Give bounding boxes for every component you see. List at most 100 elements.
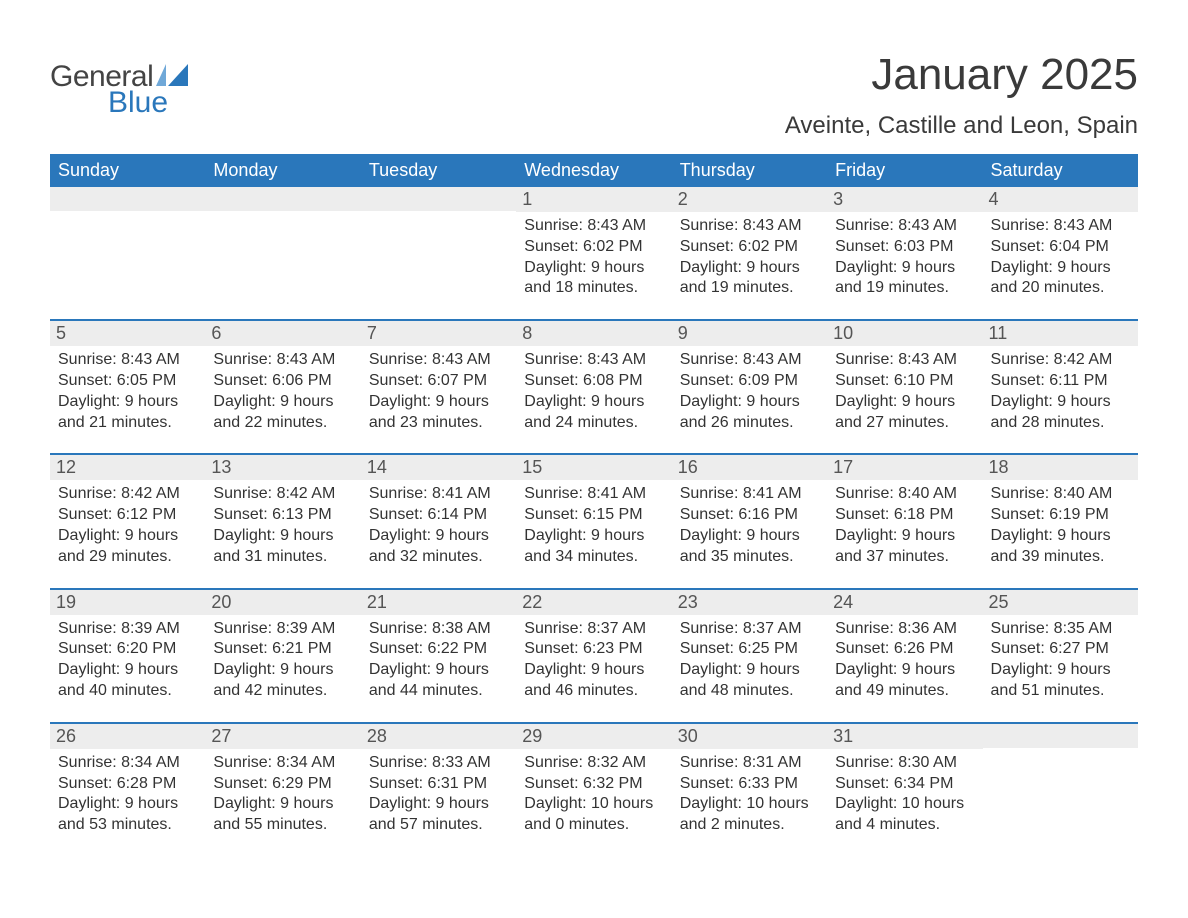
daylight1-line: Daylight: 9 hours — [524, 526, 663, 547]
daylight2-line: and 20 minutes. — [991, 278, 1130, 299]
sunset-line: Sunset: 6:05 PM — [58, 371, 197, 392]
daylight1-line: Daylight: 9 hours — [835, 392, 974, 413]
daylight1-line: Daylight: 9 hours — [58, 526, 197, 547]
calendar-head: Sunday Monday Tuesday Wednesday Thursday… — [50, 154, 1138, 187]
day-number: 20 — [205, 590, 360, 615]
sunrise-line: Sunrise: 8:43 AM — [835, 216, 974, 237]
sunset-line: Sunset: 6:10 PM — [835, 371, 974, 392]
sunset-line: Sunset: 6:31 PM — [369, 774, 508, 795]
sunset-line: Sunset: 6:03 PM — [835, 237, 974, 258]
daylight2-line: and 42 minutes. — [213, 681, 352, 702]
daylight2-line: and 32 minutes. — [369, 547, 508, 568]
sunrise-line: Sunrise: 8:41 AM — [680, 484, 819, 505]
calendar-cell: 7Sunrise: 8:43 AMSunset: 6:07 PMDaylight… — [361, 320, 516, 454]
day-number: 1 — [516, 187, 671, 212]
sunrise-line: Sunrise: 8:35 AM — [991, 619, 1130, 640]
sunset-line: Sunset: 6:13 PM — [213, 505, 352, 526]
sunset-line: Sunset: 6:23 PM — [524, 639, 663, 660]
daylight1-line: Daylight: 9 hours — [369, 660, 508, 681]
day-info: Sunrise: 8:37 AMSunset: 6:25 PMDaylight:… — [676, 619, 823, 702]
calendar-cell: 15Sunrise: 8:41 AMSunset: 6:15 PMDayligh… — [516, 454, 671, 588]
sunrise-line: Sunrise: 8:37 AM — [680, 619, 819, 640]
calendar-cell: 22Sunrise: 8:37 AMSunset: 6:23 PMDayligh… — [516, 589, 671, 723]
day-info: Sunrise: 8:34 AMSunset: 6:29 PMDaylight:… — [209, 753, 356, 836]
daylight1-line: Daylight: 9 hours — [991, 258, 1130, 279]
sunset-line: Sunset: 6:22 PM — [369, 639, 508, 660]
sunrise-line: Sunrise: 8:43 AM — [524, 216, 663, 237]
daylight2-line: and 35 minutes. — [680, 547, 819, 568]
sunrise-line: Sunrise: 8:43 AM — [835, 350, 974, 371]
daylight1-line: Daylight: 9 hours — [524, 660, 663, 681]
daylight2-line: and 39 minutes. — [991, 547, 1130, 568]
daylight2-line: and 31 minutes. — [213, 547, 352, 568]
day-number: 12 — [50, 455, 205, 480]
sunset-line: Sunset: 6:06 PM — [213, 371, 352, 392]
day-number: 10 — [827, 321, 982, 346]
daylight1-line: Daylight: 9 hours — [213, 794, 352, 815]
sunset-line: Sunset: 6:26 PM — [835, 639, 974, 660]
calendar-cell: 6Sunrise: 8:43 AMSunset: 6:06 PMDaylight… — [205, 320, 360, 454]
daylight1-line: Daylight: 9 hours — [991, 526, 1130, 547]
day-number: 27 — [205, 724, 360, 749]
calendar-week: 5Sunrise: 8:43 AMSunset: 6:05 PMDaylight… — [50, 320, 1138, 454]
day-info: Sunrise: 8:43 AMSunset: 6:02 PMDaylight:… — [520, 216, 667, 299]
day-header: Saturday — [983, 154, 1138, 187]
daylight2-line: and 51 minutes. — [991, 681, 1130, 702]
daylight2-line: and 34 minutes. — [524, 547, 663, 568]
day-number: 3 — [827, 187, 982, 212]
daylight1-line: Daylight: 9 hours — [991, 392, 1130, 413]
sunrise-line: Sunrise: 8:43 AM — [369, 350, 508, 371]
day-header-row: Sunday Monday Tuesday Wednesday Thursday… — [50, 154, 1138, 187]
sunset-line: Sunset: 6:34 PM — [835, 774, 974, 795]
calendar-cell — [50, 187, 205, 320]
calendar-week: 12Sunrise: 8:42 AMSunset: 6:12 PMDayligh… — [50, 454, 1138, 588]
day-info: Sunrise: 8:35 AMSunset: 6:27 PMDaylight:… — [987, 619, 1134, 702]
daylight1-line: Daylight: 9 hours — [213, 526, 352, 547]
day-number — [983, 724, 1138, 748]
calendar-cell: 16Sunrise: 8:41 AMSunset: 6:16 PMDayligh… — [672, 454, 827, 588]
daylight1-line: Daylight: 9 hours — [369, 526, 508, 547]
sunrise-line: Sunrise: 8:39 AM — [58, 619, 197, 640]
daylight2-line: and 53 minutes. — [58, 815, 197, 836]
calendar-cell: 21Sunrise: 8:38 AMSunset: 6:22 PMDayligh… — [361, 589, 516, 723]
daylight2-line: and 46 minutes. — [524, 681, 663, 702]
day-number: 7 — [361, 321, 516, 346]
calendar-cell: 28Sunrise: 8:33 AMSunset: 6:31 PMDayligh… — [361, 723, 516, 856]
sunrise-line: Sunrise: 8:41 AM — [524, 484, 663, 505]
sunset-line: Sunset: 6:21 PM — [213, 639, 352, 660]
sunset-line: Sunset: 6:32 PM — [524, 774, 663, 795]
sunrise-line: Sunrise: 8:39 AM — [213, 619, 352, 640]
sunrise-line: Sunrise: 8:30 AM — [835, 753, 974, 774]
day-number: 6 — [205, 321, 360, 346]
day-number: 9 — [672, 321, 827, 346]
daylight1-line: Daylight: 9 hours — [58, 392, 197, 413]
calendar-cell: 12Sunrise: 8:42 AMSunset: 6:12 PMDayligh… — [50, 454, 205, 588]
title-block: January 2025 Aveinte, Castille and Leon,… — [785, 50, 1138, 140]
day-number: 19 — [50, 590, 205, 615]
day-info: Sunrise: 8:43 AMSunset: 6:02 PMDaylight:… — [676, 216, 823, 299]
daylight2-line: and 18 minutes. — [524, 278, 663, 299]
daylight1-line: Daylight: 9 hours — [680, 392, 819, 413]
daylight2-line: and 48 minutes. — [680, 681, 819, 702]
calendar-cell: 10 Sunrise: 8:43 AMSunset: 6:10 PMDayligh… — [827, 320, 982, 454]
day-number: 26 — [50, 724, 205, 749]
calendar-cell: 3Sunrise: 8:43 AMSunset: 6:03 PMDaylight… — [827, 187, 982, 320]
daylight1-line: Daylight: 9 hours — [213, 392, 352, 413]
day-info: Sunrise: 8:34 AMSunset: 6:28 PMDaylight:… — [54, 753, 201, 836]
daylight1-line: Daylight: 9 hours — [680, 258, 819, 279]
sunset-line: Sunset: 6:18 PM — [835, 505, 974, 526]
day-info: Sunrise: 8:43 AMSunset: 6:08 PMDaylight:… — [520, 350, 667, 433]
calendar-cell: 31Sunrise: 8:30 AMSunset: 6:34 PMDayligh… — [827, 723, 982, 856]
day-info: Sunrise: 8:39 AMSunset: 6:21 PMDaylight:… — [209, 619, 356, 702]
day-number — [205, 187, 360, 211]
daylight1-line: Daylight: 9 hours — [991, 660, 1130, 681]
daylight1-line: Daylight: 9 hours — [835, 526, 974, 547]
day-number: 15 — [516, 455, 671, 480]
day-number: 28 — [361, 724, 516, 749]
calendar-cell: 18Sunrise: 8:40 AMSunset: 6:19 PMDayligh… — [983, 454, 1138, 588]
calendar-table: Sunday Monday Tuesday Wednesday Thursday… — [50, 154, 1138, 856]
logo-text-blue: Blue — [108, 86, 168, 120]
sunrise-line: Sunrise: 8:32 AM — [524, 753, 663, 774]
daylight2-line: and 28 minutes. — [991, 413, 1130, 434]
calendar-cell: 26 Sunrise: 8:34 AMSunset: 6:28 PMDayligh… — [50, 723, 205, 856]
